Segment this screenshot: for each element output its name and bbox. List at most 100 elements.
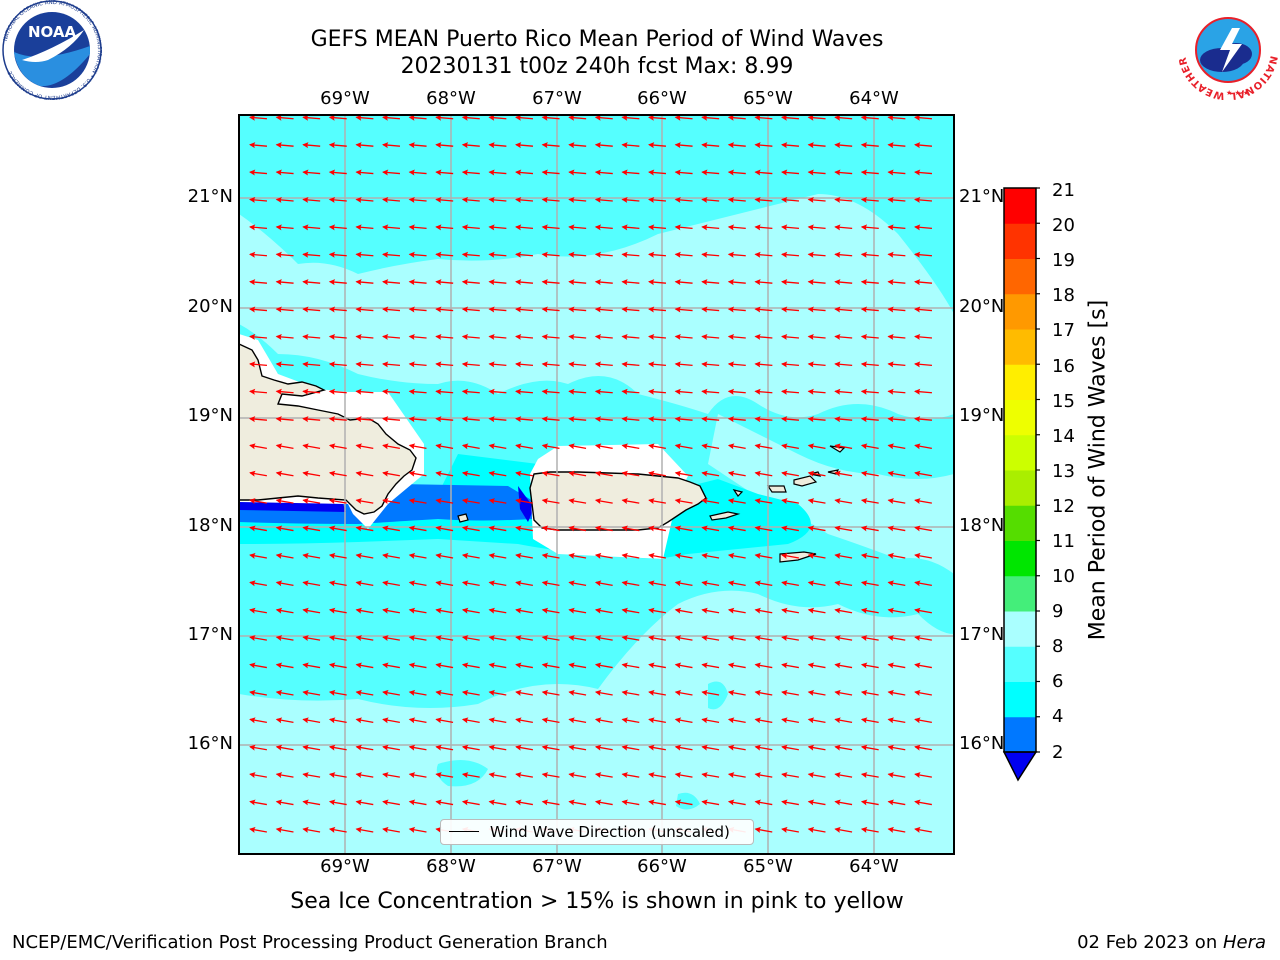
wind-wave-arrow (674, 361, 693, 368)
wind-wave-arrow (887, 635, 906, 642)
wind-wave-arrow (594, 689, 613, 696)
wind-wave-arrow (328, 361, 347, 368)
wind-wave-arrow (355, 333, 374, 340)
wind-wave-arrow (488, 799, 507, 806)
wind-wave-arrow (701, 525, 720, 532)
wind-wave-arrow (594, 498, 613, 505)
wind-wave-arrow (781, 333, 800, 340)
wind-wave-arrow (621, 361, 640, 368)
wind-wave-arrow (435, 580, 454, 587)
wind-wave-arrow (302, 306, 321, 313)
wind-wave-arrow (461, 224, 480, 231)
wind-wave-arrow (382, 799, 400, 806)
wind-wave-arrow (328, 279, 347, 286)
wind-wave-arrow (860, 333, 879, 340)
wind-wave-arrow (541, 114, 560, 121)
wind-wave-arrow (834, 470, 853, 477)
wind-wave-arrow (249, 224, 268, 231)
lat-tick-right: 20°N (959, 296, 1005, 317)
wind-wave-arrow (674, 169, 693, 176)
wind-wave-arrow (382, 196, 401, 203)
wind-wave-arrow (701, 333, 720, 340)
wind-wave-arrow (887, 114, 906, 121)
wind-wave-arrow (408, 744, 427, 751)
wind-wave-arrow (249, 388, 268, 395)
colorbar-level: 16 (1052, 356, 1075, 377)
wind-wave-arrow (302, 196, 321, 203)
wind-wave-arrow (834, 662, 853, 669)
wind-wave-arrow (435, 689, 454, 696)
wind-wave-arrow (249, 662, 267, 669)
wind-wave-arrow (408, 662, 427, 669)
wind-wave-arrow (834, 361, 853, 368)
wind-wave-arrow (727, 196, 746, 203)
wind-wave-arrow (674, 416, 693, 423)
wind-wave-arrow (594, 552, 613, 559)
wind-wave-arrow (515, 114, 534, 121)
wind-wave-arrow (887, 826, 906, 833)
lat-tick-right: 16°N (959, 733, 1005, 754)
wind-wave-arrow (568, 662, 587, 669)
wind-wave-arrow (355, 717, 374, 724)
wind-wave-arrow (807, 717, 826, 724)
wind-wave-arrow (648, 388, 667, 395)
wind-wave-arrow (727, 251, 746, 258)
wind-wave-arrow (541, 333, 560, 340)
wind-wave-arrow (754, 607, 773, 614)
wind-wave-arrow (674, 552, 693, 559)
wind-wave-arrow (568, 279, 587, 286)
wind-wave-arrow (435, 142, 454, 149)
wind-wave-arrow (275, 689, 294, 696)
colorbar-level: 21 (1052, 180, 1075, 201)
wind-wave-arrow (541, 169, 560, 176)
lat-tick-right: 17°N (959, 624, 1005, 645)
lon-tick-bottom: 65°W (743, 856, 793, 877)
wind-wave-arrow (594, 717, 613, 724)
wind-wave-arrow (621, 689, 640, 696)
wind-wave-arrow (568, 689, 587, 696)
wind-wave-arrow (754, 333, 773, 340)
wind-wave-arrow (834, 580, 853, 587)
wind-wave-arrow (781, 772, 799, 779)
wind-wave-arrow (568, 717, 587, 724)
wind-wave-arrow (621, 498, 640, 505)
wind-wave-arrow (488, 498, 507, 505)
wind-wave-arrow (860, 826, 879, 833)
footer-machine: Hera (1222, 932, 1266, 953)
colorbar-title: Mean Period of Wind Waves [s] (1085, 299, 1111, 641)
wind-wave-arrow (382, 689, 400, 696)
wind-wave-arrow (249, 470, 267, 477)
wind-wave-arrow (807, 744, 826, 751)
wind-wave-arrow (568, 142, 587, 149)
wind-wave-arrow (781, 251, 800, 258)
sea-ice-note: Sea Ice Concentration > 15% is shown in … (290, 889, 904, 914)
wind-wave-arrow (701, 443, 720, 450)
wind-wave-arrow (461, 525, 480, 532)
wind-wave-arrow (621, 552, 640, 559)
wind-wave-arrow (328, 306, 347, 313)
wind-wave-arrow (382, 607, 400, 614)
wind-wave-arrow (302, 552, 321, 559)
wind-wave-arrow (674, 306, 693, 313)
wind-wave-arrow (887, 169, 906, 176)
wind-wave-arrow (781, 525, 799, 532)
wind-wave-arrow (435, 662, 454, 669)
wind-wave-arrow (648, 361, 667, 368)
wind-wave-arrow (860, 196, 879, 203)
wind-wave-arrow (515, 744, 533, 751)
wind-wave-arrow (727, 607, 746, 614)
wind-wave-arrow (834, 416, 853, 423)
wind-wave-arrow (701, 114, 720, 121)
wind-wave-arrow (914, 306, 933, 313)
colorbar-segment (1004, 540, 1036, 577)
wind-wave-arrow (382, 306, 401, 313)
wind-wave-arrow (807, 169, 826, 176)
wind-wave-arrow (302, 662, 321, 669)
wind-wave-arrow (328, 826, 347, 833)
wind-wave-arrow (461, 279, 480, 286)
wind-wave-arrow (461, 772, 480, 779)
wind-wave-arrow (781, 470, 799, 477)
wind-wave-arrow (515, 142, 534, 149)
colorbar-level: 11 (1052, 531, 1075, 552)
wind-wave-arrow (674, 498, 693, 505)
